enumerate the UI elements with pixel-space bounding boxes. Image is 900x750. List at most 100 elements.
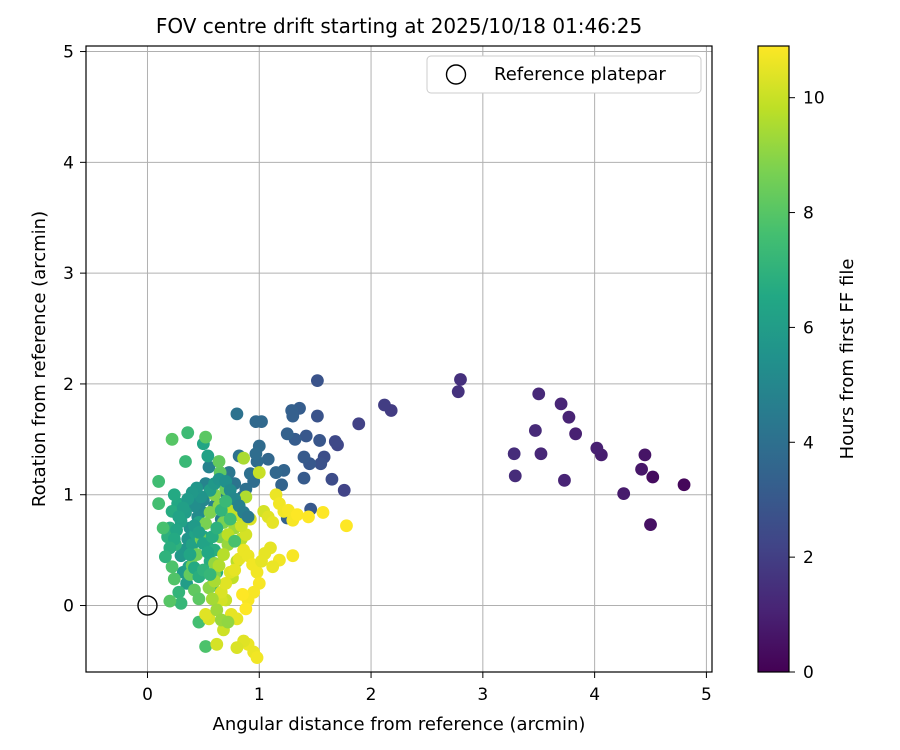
data-point bbox=[252, 466, 266, 479]
colorbar-gradient bbox=[757, 45, 790, 673]
data-point bbox=[261, 452, 275, 466]
legend: Reference platepar bbox=[426, 55, 702, 94]
data-point bbox=[528, 424, 542, 437]
data-point bbox=[192, 525, 206, 539]
legend-entry-reference: Reference platepar bbox=[494, 64, 666, 85]
data-point bbox=[179, 455, 192, 468]
colorbar-tick-label: 4 bbox=[803, 433, 814, 453]
data-point bbox=[167, 488, 181, 502]
data-point bbox=[590, 441, 604, 455]
data-point bbox=[454, 373, 467, 386]
data-point bbox=[158, 550, 172, 564]
data-point bbox=[174, 596, 188, 610]
data-point bbox=[201, 545, 215, 559]
data-point bbox=[508, 469, 522, 483]
colorbar-tick-label: 10 bbox=[803, 89, 825, 109]
data-point bbox=[192, 592, 206, 606]
legend-box bbox=[426, 55, 702, 94]
data-point bbox=[210, 521, 224, 535]
data-point bbox=[325, 472, 339, 486]
data-point bbox=[558, 473, 571, 487]
data-point bbox=[297, 471, 311, 485]
data-point bbox=[569, 427, 583, 441]
data-point bbox=[269, 466, 283, 479]
data-point bbox=[451, 385, 465, 399]
data-point bbox=[221, 615, 235, 629]
data-point bbox=[228, 534, 242, 548]
data-point bbox=[201, 449, 215, 463]
data-point bbox=[255, 554, 268, 568]
data-point bbox=[313, 434, 327, 447]
scatter-points bbox=[152, 373, 691, 664]
data-point bbox=[635, 462, 648, 476]
data-point bbox=[310, 409, 324, 423]
data-point bbox=[203, 568, 217, 581]
data-point bbox=[152, 475, 166, 488]
x-tick-label: 0 bbox=[142, 685, 153, 705]
data-point bbox=[250, 651, 264, 664]
legend-marker-icon bbox=[445, 64, 467, 85]
data-point bbox=[183, 548, 197, 561]
data-point bbox=[230, 641, 244, 655]
chart-title: FOV centre drift starting at 2025/10/18 … bbox=[156, 14, 642, 38]
data-point bbox=[290, 508, 304, 522]
data-point bbox=[638, 448, 652, 462]
data-point bbox=[228, 563, 242, 577]
data-point bbox=[199, 430, 213, 444]
y-tick-label: 5 bbox=[63, 43, 74, 63]
data-point bbox=[219, 494, 233, 508]
x-axis-label: Angular distance from reference (arcmin) bbox=[213, 714, 586, 735]
data-point bbox=[239, 602, 253, 616]
data-point bbox=[237, 451, 251, 465]
data-point bbox=[234, 519, 248, 533]
data-point bbox=[310, 374, 324, 388]
y-tick-label: 3 bbox=[63, 264, 74, 284]
x-axis-ticks: 0 1 2 3 4 5 bbox=[142, 672, 712, 705]
y-tick-label: 4 bbox=[63, 153, 74, 173]
colorbar-tick-label: 0 bbox=[803, 663, 814, 683]
data-point bbox=[280, 427, 294, 441]
data-point bbox=[212, 559, 226, 573]
data-point bbox=[340, 519, 353, 533]
data-point bbox=[236, 588, 249, 601]
x-tick-label: 1 bbox=[254, 685, 265, 705]
data-point bbox=[205, 592, 219, 606]
data-point bbox=[328, 435, 342, 448]
data-point bbox=[617, 487, 631, 501]
data-point bbox=[250, 565, 264, 579]
y-axis-label: Rotation from reference (arcmin) bbox=[29, 211, 50, 507]
data-point bbox=[554, 397, 568, 411]
data-point bbox=[562, 410, 576, 424]
data-point bbox=[249, 415, 263, 428]
y-tick-label: 0 bbox=[63, 597, 74, 617]
data-point bbox=[241, 510, 255, 524]
data-point bbox=[314, 457, 328, 471]
data-point bbox=[156, 521, 170, 535]
data-point bbox=[297, 450, 311, 464]
data-point bbox=[223, 512, 237, 526]
plot-frame bbox=[85, 45, 713, 673]
colorbar-tick-label: 6 bbox=[803, 318, 814, 338]
data-point bbox=[266, 516, 280, 529]
grid-lines bbox=[86, 46, 712, 672]
colorbar-tick-label: 8 bbox=[803, 204, 814, 224]
y-axis-ticks: 0 1 2 3 4 5 bbox=[63, 43, 86, 617]
reference-platepar-marker bbox=[137, 595, 158, 616]
data-point bbox=[172, 585, 186, 599]
data-point bbox=[165, 432, 179, 446]
data-point bbox=[644, 518, 657, 532]
x-tick-label: 5 bbox=[701, 685, 712, 705]
data-point bbox=[677, 478, 691, 492]
colorbar-label: Hours from first FF file bbox=[837, 259, 858, 460]
x-tick-label: 3 bbox=[477, 685, 488, 705]
data-point bbox=[378, 398, 391, 412]
data-point bbox=[337, 483, 351, 497]
data-point bbox=[646, 470, 660, 484]
colorbar-ticks: 0 2 4 6 8 10 bbox=[789, 89, 825, 683]
data-point bbox=[199, 517, 213, 530]
x-tick-label: 2 bbox=[366, 685, 377, 705]
data-point bbox=[534, 447, 548, 461]
data-point bbox=[212, 455, 226, 468]
data-point bbox=[286, 409, 300, 423]
data-point bbox=[316, 506, 330, 519]
